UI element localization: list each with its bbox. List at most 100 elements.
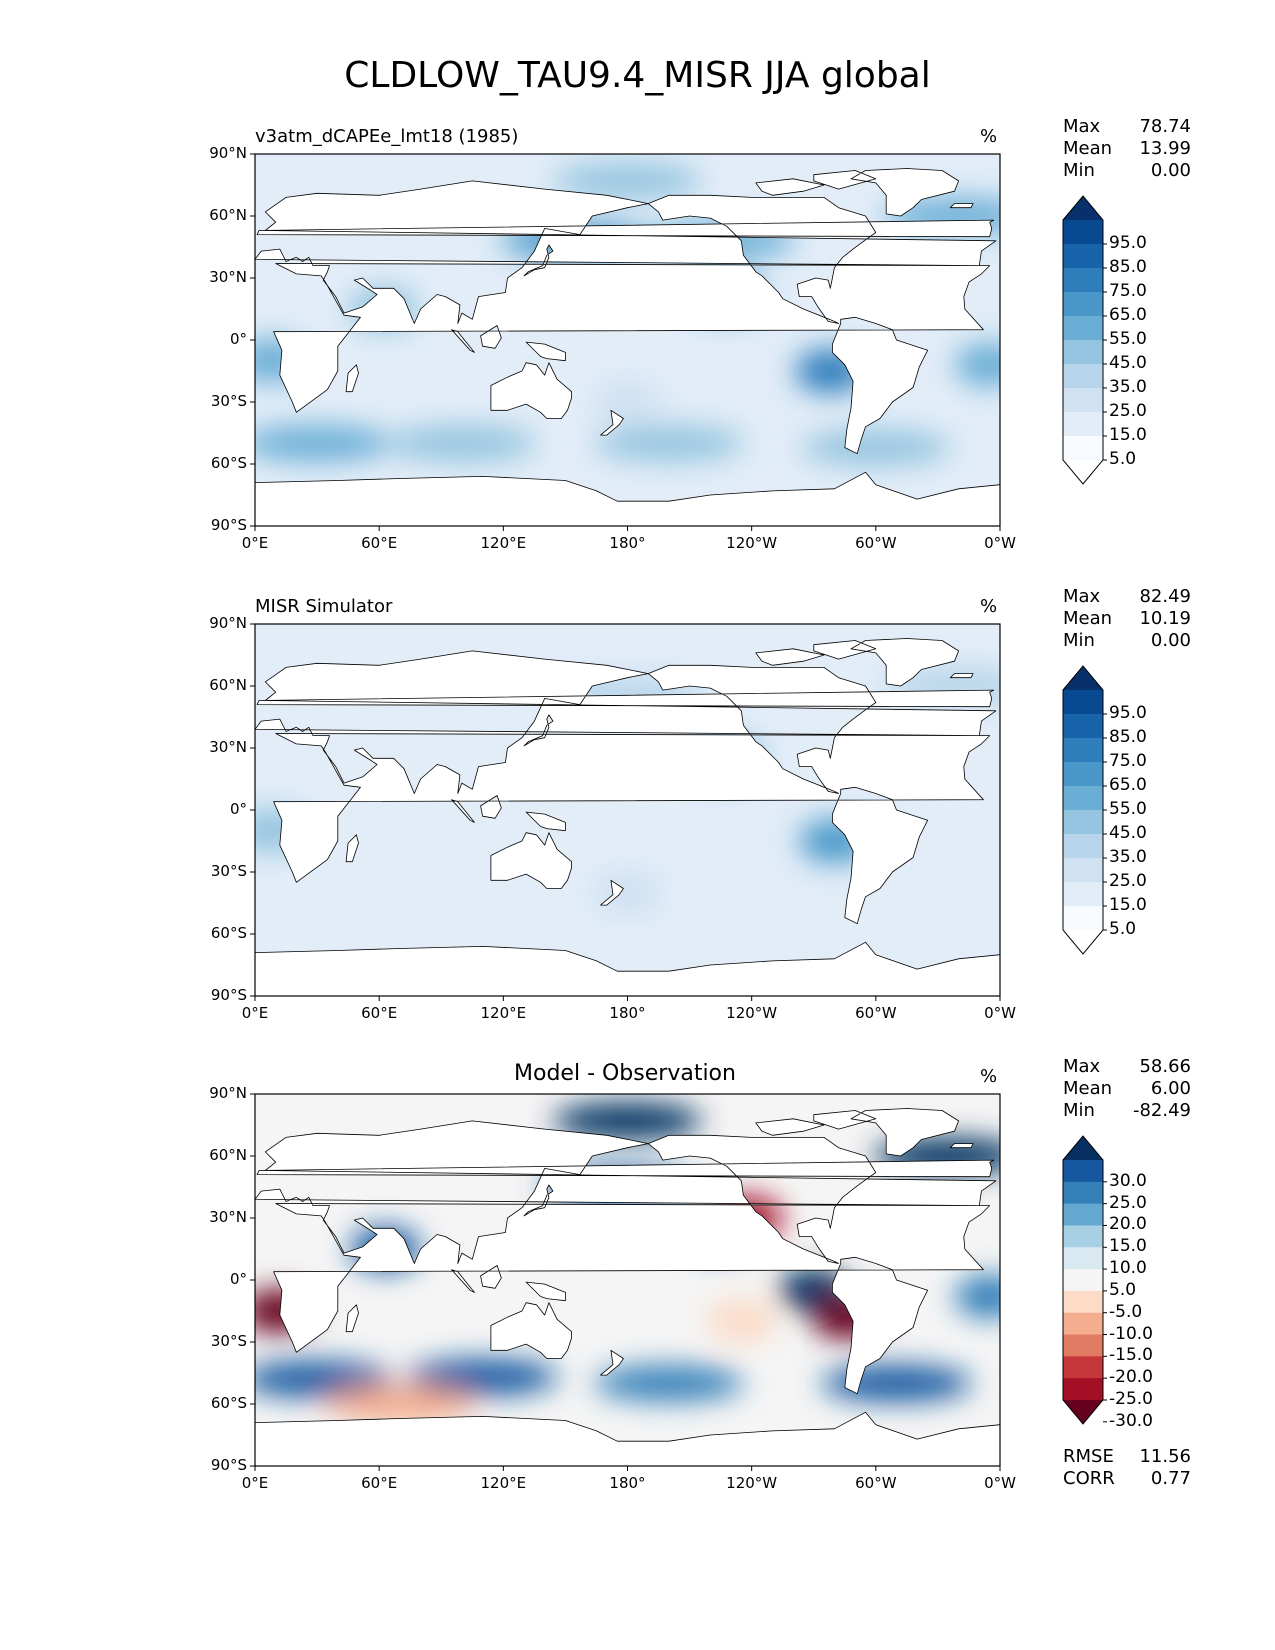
x-tick-label: 120°E (480, 1474, 527, 1492)
colorbar-segment (1063, 412, 1103, 437)
colorbar-label: 5.0 (1109, 919, 1137, 939)
y-tick-label: 30°N (209, 738, 247, 756)
stat-row-max: Max 58.66 (1063, 1056, 1191, 1078)
field-region-6 (954, 1274, 1000, 1319)
diff-map (250, 1093, 1001, 1471)
colorbar-segment (1063, 1181, 1103, 1205)
coastline-land (255, 638, 1000, 996)
x-tick-label: 60°W (855, 534, 897, 552)
colorbar-label: 55.0 (1109, 799, 1147, 819)
field-region-0 (552, 1102, 703, 1139)
colorbar-segment (1063, 268, 1103, 293)
stat-label: Min (1063, 630, 1095, 651)
colorbar-label: 35.0 (1109, 847, 1147, 867)
field-region-0 (552, 162, 703, 199)
stats-block: Max 78.74 Mean 13.99 Min 0.00 (1063, 116, 1191, 182)
field-region-9 (255, 425, 393, 462)
x-tick-label: 0°E (241, 1004, 269, 1022)
coastline-land (255, 168, 1000, 526)
colorbar-segment (1063, 810, 1103, 835)
colorbar-label: 65.0 (1109, 775, 1147, 795)
colorbar-segment (1063, 340, 1103, 365)
colorbar-label: 65.0 (1109, 305, 1147, 325)
y-tick-label: 90°S (210, 516, 247, 534)
colorbar-segment (1063, 220, 1103, 245)
unit-label: % (980, 596, 998, 617)
y-tick-label: 30°S (210, 1332, 247, 1350)
colorbar-label: 15.0 (1109, 425, 1147, 445)
field-region-15 (706, 1299, 777, 1344)
colorbar-segment (1063, 364, 1103, 389)
colorbar-segment (1063, 1269, 1103, 1292)
y-tick-label: 0° (229, 330, 247, 348)
y-tick-label: 60°S (210, 1394, 247, 1412)
x-tick-label: 180° (609, 1004, 646, 1022)
colorbar-label: 95.0 (1109, 703, 1147, 723)
colorbar (1062, 665, 1107, 955)
stat-row-mean: Mean 13.99 (1063, 138, 1191, 160)
colorbar-segment (1063, 714, 1103, 739)
colorbar-segment (1063, 762, 1103, 787)
stat-row-mean: Mean 6.00 (1063, 1078, 1191, 1100)
colorbar-segment (1063, 388, 1103, 413)
field-region-8 (407, 1359, 558, 1396)
y-tick-label: 90°N (209, 614, 247, 632)
field-region-13 (592, 380, 663, 424)
colorbar-segment (1063, 1225, 1103, 1248)
colorbar-segment (1063, 1203, 1103, 1226)
stats-block: Max 58.66 Mean 6.00 Min -82.49 (1063, 1056, 1191, 1122)
y-tick-label: 60°N (209, 206, 247, 224)
x-tick-label: 120°W (726, 1004, 778, 1022)
x-tick-label: 0°W (984, 1474, 1016, 1492)
colorbar-label: 30.0 (1109, 1170, 1147, 1191)
colorbar-segment (1063, 690, 1103, 715)
stat-row-mean: Mean 10.19 (1063, 608, 1191, 630)
metric-row-rmse: RMSE 11.56 (1063, 1446, 1191, 1468)
obs-map (250, 623, 1001, 1001)
colorbar (1062, 1135, 1107, 1425)
stat-value: 82.49 (1139, 586, 1191, 607)
panel-title: v3atm_dCAPEe_lmt18 (1985) (255, 126, 519, 147)
metric-label: CORR (1063, 1468, 1115, 1489)
y-tick-label: 90°S (210, 1456, 247, 1474)
colorbar-label: -5.0 (1109, 1301, 1143, 1322)
colorbar-label: 55.0 (1109, 329, 1147, 349)
y-tick-label: 30°N (209, 1208, 247, 1226)
x-tick-label: 180° (609, 1474, 646, 1492)
stat-row-max: Max 82.49 (1063, 586, 1191, 608)
stat-value: 6.00 (1150, 1078, 1191, 1099)
field-region-8 (954, 342, 1000, 387)
x-tick-label: 60°E (361, 1004, 398, 1022)
x-tick-label: 120°W (726, 1474, 778, 1492)
y-tick-label: 30°S (210, 392, 247, 410)
colorbar-segment (1063, 738, 1103, 763)
field-region-7 (255, 1361, 393, 1398)
colorbar-segment (1063, 786, 1103, 811)
x-tick-label: 60°W (855, 1004, 897, 1022)
stat-row-min: Min 0.00 (1063, 160, 1191, 182)
colorbar-label: -10.0 (1109, 1323, 1153, 1344)
x-tick-label: 120°W (726, 534, 778, 552)
stat-value: 78.74 (1139, 116, 1191, 137)
field-region-5 (592, 870, 663, 915)
x-tick-label: 60°E (361, 534, 398, 552)
x-tick-label: 0°E (241, 534, 269, 552)
colorbar-segment (1063, 292, 1103, 317)
field-region-10 (386, 425, 537, 462)
field-region-11 (593, 425, 744, 462)
colorbar-label: -25.0 (1109, 1389, 1153, 1409)
x-tick-label: 0°W (984, 1004, 1016, 1022)
stat-label: Min (1063, 1100, 1095, 1121)
colorbar-label: 95.0 (1109, 233, 1147, 253)
colorbar-label: 85.0 (1109, 257, 1147, 277)
panel-title: Model - Observation (514, 1061, 736, 1086)
colorbar-segment (1063, 1356, 1103, 1379)
metric-value: 11.56 (1139, 1446, 1191, 1467)
y-tick-label: 90°N (209, 144, 247, 162)
y-tick-label: 30°S (210, 862, 247, 880)
stat-row-min: Min -82.49 (1063, 1100, 1191, 1122)
y-tick-label: 60°S (210, 924, 247, 942)
colorbar-segment (1063, 1247, 1103, 1270)
colorbar-segment (1063, 906, 1103, 931)
